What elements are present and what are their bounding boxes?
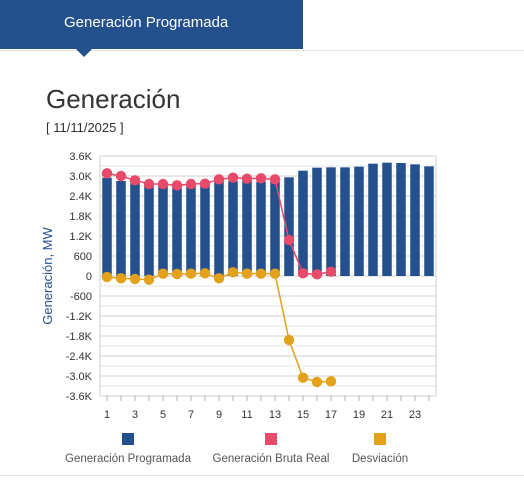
- desviacion-point: [325, 376, 337, 387]
- y-tick-label: 600: [74, 251, 92, 263]
- x-tick-label: 3: [132, 409, 138, 421]
- bar-generacion-programada: [424, 166, 434, 276]
- tab-generacion-programada[interactable]: Generación Programada: [0, 0, 303, 49]
- x-tick-label: 7: [188, 409, 194, 421]
- bar-generacion-programada: [242, 180, 252, 276]
- generacion-bruta-real-point: [143, 178, 155, 190]
- x-tick-label: 17: [325, 409, 337, 421]
- desviacion-point: [115, 273, 127, 284]
- bar-generacion-programada: [186, 186, 196, 276]
- bar-generacion-programada: [214, 181, 224, 276]
- desviacion-point: [283, 334, 295, 346]
- y-tick-label: 3.0K: [69, 171, 92, 183]
- desviacion-point: [143, 274, 155, 285]
- generacion-bruta-real-point: [199, 178, 211, 189]
- desviacion-point: [171, 268, 183, 280]
- generacion-bruta-real-point: [213, 174, 225, 185]
- bar-generacion-programada: [368, 163, 378, 276]
- bar-generacion-programada: [312, 167, 322, 276]
- y-tick-label: 0: [86, 271, 92, 283]
- desviacion-point: [199, 268, 211, 279]
- active-tab-indicator: [76, 49, 92, 57]
- x-tick-label: 15: [297, 409, 309, 421]
- desviacion-point: [311, 376, 323, 388]
- y-tick-label: -3.6K: [66, 391, 93, 403]
- desviacion-point: [255, 268, 267, 279]
- generacion-bruta-real-point: [283, 234, 295, 246]
- bar-generacion-programada: [340, 167, 350, 276]
- divider: [0, 475, 524, 476]
- bar-generacion-programada: [256, 181, 266, 276]
- bar-generacion-programada: [158, 185, 168, 276]
- generacion-bruta-real-point: [115, 170, 127, 182]
- y-tick-label: 2.4K: [69, 191, 92, 203]
- generacion-bruta-real-point: [325, 266, 337, 277]
- y-axis-title: Generación, MW: [40, 227, 55, 325]
- x-tick-label: 13: [269, 409, 281, 421]
- generacion-bruta-real-point: [269, 174, 281, 185]
- legend-swatch: [374, 433, 386, 445]
- legend-label: Generación Programada: [65, 453, 192, 465]
- bar-generacion-programada: [102, 177, 112, 276]
- generacion-bruta-real-point: [171, 180, 183, 191]
- y-tick-label: 3.6K: [69, 151, 92, 163]
- bar-generacion-programada: [270, 181, 280, 276]
- generacion-bruta-real-point: [185, 178, 197, 190]
- bar-generacion-programada: [130, 182, 140, 276]
- bar-generacion-programada: [410, 164, 420, 276]
- bar-generacion-programada: [298, 170, 308, 276]
- desviacion-point: [129, 273, 141, 285]
- y-tick-label: -1.8K: [66, 331, 93, 343]
- generacion-bruta-real-point: [255, 173, 267, 184]
- desviacion-point: [213, 273, 225, 284]
- desviacion-point: [269, 268, 281, 279]
- bar-generacion-programada: [144, 186, 154, 276]
- generacion-bruta-real-point: [241, 173, 253, 184]
- bar-generacion-programada: [116, 181, 126, 276]
- y-tick-label: -1.2K: [66, 311, 93, 323]
- y-tick-label: 1.8K: [69, 211, 92, 223]
- x-tick-label: 5: [160, 409, 166, 421]
- generacion-bruta-real-point: [311, 269, 323, 280]
- legend-swatch: [265, 433, 277, 445]
- desviacion-point: [227, 267, 239, 278]
- legend-label: Generación Bruta Real: [213, 453, 330, 465]
- desviacion-point: [157, 268, 169, 279]
- generacion-bruta-real-point: [227, 172, 239, 183]
- bar-generacion-programada: [382, 162, 392, 276]
- generation-chart: 3.6K 3.0K 2.4K 1.8K 1.2K 600 0 -600 -1.2K -1.8K -2…: [40, 151, 437, 465]
- bar-generacion-programada: [354, 166, 364, 276]
- chart-date: [ 11/11/2025 ]: [46, 120, 124, 135]
- x-tick-label: 11: [241, 409, 252, 421]
- x-tick-label: 23: [409, 409, 421, 421]
- desviacion-point: [241, 268, 253, 279]
- x-tick-label: 9: [216, 409, 222, 421]
- bar-generacion-programada: [396, 163, 406, 276]
- desviacion-point: [297, 372, 309, 383]
- legend-label: Desviación: [352, 453, 408, 465]
- generacion-bruta-real-point: [129, 175, 141, 186]
- y-tick-label: -600: [70, 291, 92, 303]
- x-tick-label: 1: [104, 409, 110, 421]
- bar-generacion-programada: [284, 177, 294, 276]
- x-tick-label: 21: [381, 409, 393, 421]
- y-tick-label: 1.2K: [69, 231, 92, 243]
- bar-generacion-programada: [200, 185, 210, 276]
- generacion-bruta-real-point: [297, 268, 309, 279]
- page-title: Generación: [46, 84, 181, 114]
- y-tick-label: -2.4K: [66, 351, 93, 363]
- bar-generacion-programada: [326, 167, 336, 276]
- generacion-bruta-real-point: [157, 178, 169, 190]
- top-tab-bar: Generación Programada: [0, 0, 524, 57]
- bar-generacion-programada: [172, 186, 182, 276]
- y-tick-label: -3.0K: [66, 371, 93, 383]
- desviacion-point: [185, 268, 197, 279]
- legend-swatch: [122, 433, 134, 445]
- desviacion-point: [101, 271, 113, 283]
- x-tick-label: 19: [353, 409, 365, 421]
- generacion-bruta-real-point: [101, 168, 113, 179]
- bar-generacion-programada: [228, 181, 238, 276]
